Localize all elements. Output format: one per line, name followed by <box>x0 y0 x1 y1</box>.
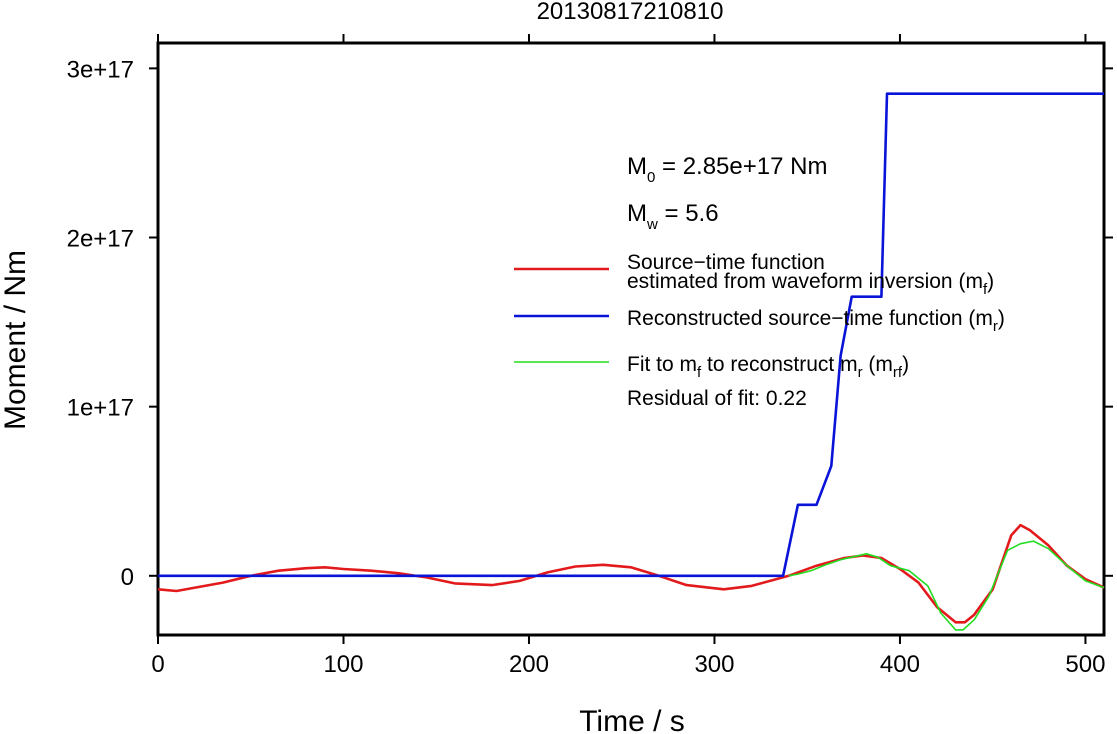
y-tick-label: 0 <box>121 564 134 591</box>
legend-label-mrf: Fit to mf to reconstruct mr (mrf) <box>627 353 909 381</box>
series-layer <box>157 92 1105 631</box>
legend-label-mf-line2: estimated from waveform inversion (mf) <box>627 270 994 298</box>
series-line-mrf <box>788 540 1105 631</box>
y-axis-label: Moment / Nm <box>0 250 32 430</box>
legend-label-mr: Reconstructed source−time function (mr) <box>627 307 1005 335</box>
y-tick-label: 3e+17 <box>67 56 134 83</box>
m0-annotation: M0 = 2.85e+17 Nm <box>627 153 827 186</box>
x-tick-label: 200 <box>509 651 549 678</box>
m0-sub: 0 <box>647 169 655 186</box>
series-line-mr <box>158 92 1104 578</box>
mw-symbol: M <box>627 200 647 227</box>
y-tick-label: 1e+17 <box>67 395 134 422</box>
mw-sub: w <box>646 216 658 233</box>
y-tick-label: 2e+17 <box>67 226 134 253</box>
plot-frame <box>156 41 1106 637</box>
x-tick-label: 400 <box>880 651 920 678</box>
legend: Source−time function estimated from wave… <box>514 251 1005 410</box>
axis-ticks: 0 100 200 300 400 500 0 1e+17 2e+17 3e+17 <box>67 34 1113 678</box>
x-tick-label: 500 <box>1065 651 1105 678</box>
mw-annotation: Mw = 5.6 <box>627 200 719 233</box>
mw-value: = 5.6 <box>658 200 719 227</box>
m0-value: = 2.85e+17 Nm <box>655 153 827 180</box>
chart-title: 20130817210810 <box>537 0 724 25</box>
series-line-mf <box>157 523 1105 624</box>
legend-label-mf-line1: Source−time function <box>627 251 825 274</box>
x-tick-label: 100 <box>323 651 363 678</box>
x-tick-label: 300 <box>694 651 734 678</box>
residual-annotation: Residual of fit: 0.22 <box>627 387 807 410</box>
x-tick-label: 0 <box>151 651 164 678</box>
x-axis-label: Time / s <box>579 705 685 734</box>
m0-symbol: M <box>627 153 647 180</box>
